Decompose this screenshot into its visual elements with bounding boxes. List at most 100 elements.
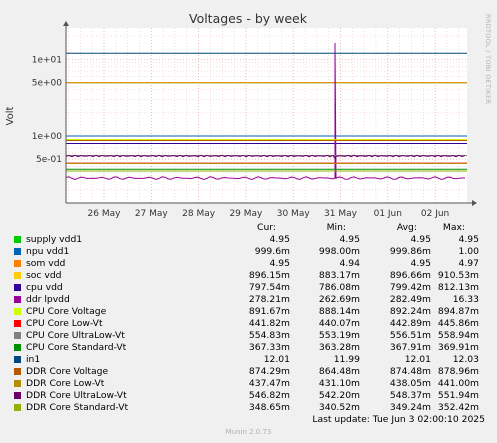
- legend-min-value: 340.52m: [318, 402, 360, 413]
- legend-row: CPU Core Voltage 891.67m 888.14m 892.24m 894…: [14, 306, 484, 318]
- legend-avg-value: 4.95: [410, 258, 431, 269]
- legend-row: in1 12.01 11.99 12.01 12.03: [14, 354, 484, 366]
- legend-row: CPU Core UltraLow-Vt 554.83m 553.19m 556.51…: [14, 330, 484, 342]
- legend-min-value: 262.69m: [318, 294, 360, 305]
- x-tick-label: 31 May: [324, 209, 358, 219]
- chart-title: Voltages - by week: [189, 11, 308, 26]
- legend-avg-value: 556.51m: [389, 330, 431, 341]
- legend-avg-value: 548.37m: [389, 390, 431, 401]
- legend-avg-value: 799.42m: [389, 282, 431, 293]
- legend-max-value: 16.33: [452, 294, 479, 305]
- legend-max-value: 878.96m: [437, 366, 479, 377]
- y-tick-label: 1e+00: [32, 132, 63, 142]
- legend-min-value: 786.08m: [318, 282, 360, 293]
- legend-label: DDR Core Standard-Vt: [26, 402, 129, 413]
- legend-max-value: 812.13m: [437, 282, 479, 293]
- legend-max-value: 910.53m: [437, 270, 479, 281]
- legend-avg-value: 349.24m: [389, 402, 431, 413]
- legend-cur-value: 348.65m: [248, 402, 290, 413]
- y-tick-label: 5e+00: [32, 78, 63, 88]
- legend-cur-value: 999.6m: [254, 246, 290, 257]
- legend-min-value: 4.95: [339, 234, 360, 245]
- legend-avg-value: 367.91m: [389, 342, 431, 353]
- legend-avg-value: 896.66m: [389, 270, 431, 281]
- generator-label: Munin 2.0.73: [225, 428, 272, 436]
- legend-cur-value: 278.21m: [248, 294, 290, 305]
- legend-label: CPU Core UltraLow-Vt: [26, 330, 125, 341]
- legend-row: DDR Core Standard-Vt 348.65m 340.52m 349.24…: [14, 402, 484, 414]
- y-tick-label: 5e-01: [36, 155, 62, 165]
- legend-min-value: 542.20m: [318, 390, 360, 401]
- plot-area: [66, 28, 467, 203]
- legend-max-value: 352.42m: [437, 402, 479, 413]
- legend-cur-value: 12.01: [263, 354, 290, 365]
- legend-cur-value: 874.29m: [248, 366, 290, 377]
- legend-min-value: 864.48m: [318, 366, 360, 377]
- y-tick-label: 1e+01: [32, 55, 62, 65]
- legend-cur-value: 554.83m: [248, 330, 290, 341]
- legend-swatch: [14, 368, 21, 375]
- legend-row: ddr lpvdd 278.21m 262.69m 282.49m 16.33: [14, 294, 484, 306]
- legend-max-value: 445.86m: [437, 318, 479, 329]
- legend-min-value: 883.17m: [318, 270, 360, 281]
- chart-plot: Voltages - by week Volt 26 May 27 May 28 May…: [5, 11, 477, 219]
- legend-label: CPU Core Voltage: [26, 306, 107, 317]
- legend-avg-value: 999.86m: [389, 246, 431, 257]
- legend-swatch: [14, 272, 21, 279]
- legend-cur-value: 4.95: [269, 234, 290, 245]
- legend-cur-value: 546.82m: [248, 390, 290, 401]
- legend-avg-value: 874.48m: [389, 366, 431, 377]
- legend-max-value: 4.97: [458, 258, 479, 269]
- legend-swatch: [14, 404, 21, 411]
- legend-label: supply vdd1: [26, 234, 83, 245]
- legend-label: ddr lpvdd: [26, 294, 70, 305]
- legend-row: npu vdd1 999.6m 998.00m 999.86m 1.00: [14, 246, 484, 258]
- legend-swatch: [14, 320, 21, 327]
- legend-avg-value: 438.05m: [389, 378, 431, 389]
- x-tick-label: 27 May: [135, 209, 169, 219]
- legend-max-value: 894.87m: [437, 306, 479, 317]
- legend-row: DDR Core Voltage 874.29m 864.48m 874.48m 878…: [14, 366, 484, 378]
- legend-min-value: 553.19m: [318, 330, 360, 341]
- legend-min-value: 11.99: [333, 354, 360, 365]
- legend-swatch: [14, 284, 21, 291]
- x-tick-label: 29 May: [229, 209, 263, 219]
- legend-label: DDR Core Low-Vt: [26, 378, 105, 389]
- legend-swatch: [14, 296, 21, 303]
- rrdtool-label: RRDTOOL / TOBI OETIKER: [484, 14, 492, 105]
- legend-cur-value: 367.33m: [248, 342, 290, 353]
- legend-max-value: 369.91m: [437, 342, 479, 353]
- series-line: [65, 42, 466, 180]
- legend-row: cpu vdd 797.54m 786.08m 799.42m 812.13m: [14, 282, 484, 294]
- legend-avg-value: 892.24m: [389, 306, 431, 317]
- legend-label: CPU Core Low-Vt: [26, 318, 103, 329]
- x-tick-label: 02 Jun: [421, 209, 449, 219]
- header-min: Min:: [326, 222, 346, 233]
- legend-row: soc vdd 896.15m 883.17m 896.66m 910.53m: [14, 270, 484, 282]
- legend-avg-value: 12.01: [404, 354, 431, 365]
- legend-row: CPU Core Low-Vt 441.82m 440.07m 442.89m 445.…: [14, 318, 484, 330]
- legend-label: in1: [26, 354, 41, 365]
- header-avg: Avg:: [396, 222, 417, 233]
- legend-cur-value: 891.67m: [248, 306, 290, 317]
- legend-avg-value: 4.95: [410, 234, 431, 245]
- legend-swatch: [14, 248, 21, 255]
- legend-label: CPU Core Standard-Vt: [26, 342, 127, 353]
- legend-cur-value: 441.82m: [248, 318, 290, 329]
- x-axis-arrow: [472, 200, 477, 206]
- legend-max-value: 558.94m: [437, 330, 479, 341]
- legend-label: cpu vdd: [26, 282, 63, 293]
- legend-label: npu vdd1: [26, 246, 70, 257]
- legend-min-value: 440.07m: [318, 318, 360, 329]
- legend-min-value: 888.14m: [318, 306, 360, 317]
- x-tick-label: 30 May: [277, 209, 311, 219]
- legend-min-value: 431.10m: [318, 378, 360, 389]
- legend-max-value: 12.03: [452, 354, 479, 365]
- legend-max-value: 4.95: [458, 234, 479, 245]
- legend-cur-value: 896.15m: [248, 270, 290, 281]
- legend-max-value: 1.00: [458, 246, 479, 257]
- legend-max-value: 551.94m: [437, 390, 479, 401]
- header-cur: Cur:: [257, 222, 276, 233]
- legend-swatch: [14, 344, 21, 351]
- legend-avg-value: 442.89m: [389, 318, 431, 329]
